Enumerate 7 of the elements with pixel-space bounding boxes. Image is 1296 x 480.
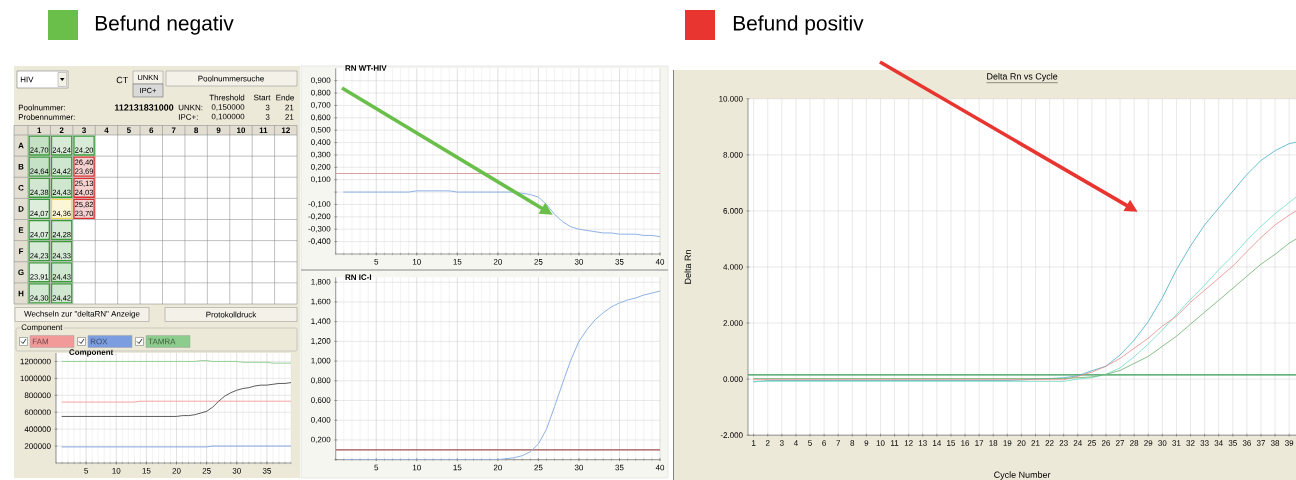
y-axis-title: Delta Rn xyxy=(684,250,692,284)
text: CT xyxy=(116,76,128,84)
chart-title: Delta Rn vs Cycle xyxy=(987,72,1058,82)
text: Befund negativ xyxy=(95,15,234,35)
text: Befund positiv xyxy=(733,15,864,35)
text: 112131831000 xyxy=(114,104,174,111)
x-axis-title: Cycle Number xyxy=(994,471,1051,480)
